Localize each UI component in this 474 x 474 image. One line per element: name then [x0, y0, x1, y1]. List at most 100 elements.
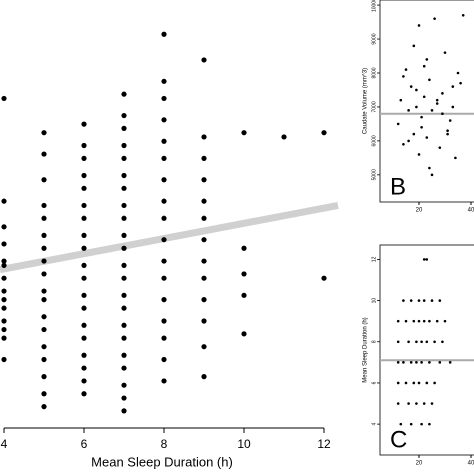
y-tick-label: 12 — [371, 256, 377, 262]
point — [438, 361, 442, 364]
point — [241, 331, 247, 337]
point — [422, 64, 426, 68]
point — [161, 31, 167, 37]
x-tick-label: 20 — [416, 208, 423, 214]
point — [81, 155, 87, 161]
point — [435, 98, 439, 102]
y-tick-label: 6 — [371, 381, 377, 384]
y-tick-label: 10 — [371, 298, 377, 304]
y-tick-label: 8 — [371, 340, 377, 343]
point — [161, 138, 167, 144]
point — [1, 95, 7, 102]
point — [81, 142, 87, 149]
point — [1, 224, 7, 230]
point — [420, 422, 423, 426]
point — [41, 215, 47, 221]
point — [422, 299, 426, 302]
point — [417, 153, 421, 156]
point — [41, 271, 47, 277]
point — [396, 402, 400, 405]
point — [415, 361, 418, 364]
point — [121, 91, 127, 97]
point — [404, 319, 408, 323]
point — [430, 402, 434, 405]
point — [41, 326, 47, 333]
point — [41, 314, 47, 320]
point — [430, 299, 434, 302]
point — [121, 322, 127, 328]
point — [415, 402, 418, 405]
point — [412, 319, 416, 323]
point — [446, 129, 449, 133]
point — [81, 352, 87, 358]
point — [81, 322, 87, 328]
point — [1, 326, 7, 333]
point — [1, 335, 7, 341]
point — [446, 132, 449, 136]
point — [1, 262, 7, 268]
point — [201, 57, 207, 63]
fit-line — [0, 202, 339, 274]
point — [1, 258, 7, 264]
point — [161, 215, 167, 221]
point — [399, 98, 403, 102]
point — [81, 172, 87, 179]
point — [201, 344, 207, 350]
point — [201, 198, 207, 204]
point — [420, 126, 423, 129]
point — [41, 151, 47, 157]
panel-label: C — [390, 426, 407, 453]
point — [443, 319, 447, 323]
point — [428, 422, 431, 426]
point — [402, 361, 405, 364]
point — [81, 378, 87, 384]
point — [407, 340, 410, 344]
point — [409, 422, 413, 426]
point — [281, 134, 287, 140]
point — [201, 258, 207, 264]
x-tick-label: 4 — [1, 437, 8, 451]
point — [409, 85, 413, 88]
point — [201, 177, 207, 183]
point — [161, 95, 167, 102]
point — [201, 297, 207, 303]
point — [81, 185, 87, 191]
point — [241, 292, 247, 298]
point — [1, 275, 7, 281]
point — [1, 318, 7, 324]
point — [461, 13, 465, 17]
point — [422, 402, 426, 405]
x-tick-label: 12 — [317, 437, 331, 451]
point — [1, 198, 7, 204]
point — [433, 340, 436, 344]
point — [161, 258, 167, 264]
point — [409, 361, 413, 364]
point — [412, 381, 416, 385]
point — [161, 297, 167, 303]
point — [409, 299, 413, 302]
point — [161, 318, 167, 324]
point — [425, 381, 429, 385]
point — [161, 335, 167, 341]
point — [161, 177, 167, 183]
point — [448, 361, 452, 364]
point — [81, 292, 87, 298]
x-tick-label: 40 — [468, 461, 474, 467]
point — [422, 95, 426, 99]
point — [41, 344, 47, 350]
point — [121, 125, 127, 131]
point — [161, 356, 167, 363]
point — [402, 75, 405, 78]
point — [451, 105, 455, 109]
panel-label: B — [390, 173, 406, 200]
point — [435, 319, 439, 323]
point — [161, 275, 167, 281]
point — [161, 155, 167, 161]
point — [161, 117, 167, 123]
point — [161, 237, 167, 243]
point — [121, 262, 127, 268]
point — [81, 245, 87, 251]
point — [407, 109, 410, 112]
point — [81, 121, 87, 127]
point — [1, 297, 7, 303]
